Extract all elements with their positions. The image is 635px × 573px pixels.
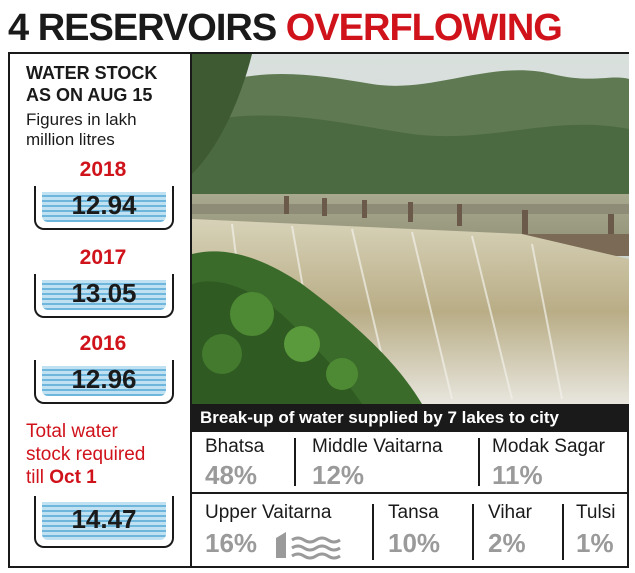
stock-value-2016: 12.96 xyxy=(71,364,137,394)
required-line-1: Total water xyxy=(26,421,118,442)
lake-share-tansa: 10% xyxy=(388,528,441,558)
dam-photo xyxy=(192,54,629,404)
lake-share-vihar: 2% xyxy=(488,528,526,558)
lake-share-modak-sagar: 11% xyxy=(492,460,543,490)
required-stock-tank: 14.47 xyxy=(34,496,174,548)
water-waves-icon xyxy=(272,528,352,562)
stock-value-2018: 12.94 xyxy=(71,190,137,220)
stock-tank-2017: 13.05 xyxy=(34,274,174,318)
lake-share-tulsi: 1% xyxy=(576,528,614,558)
lake-name-modak-sagar: Modak Sagar xyxy=(492,436,606,457)
headline: 4 RESERVOIRS OVERFLOWING xyxy=(8,6,563,50)
required-line-3: till Oct 1 xyxy=(26,466,145,489)
lake-share-middle-vaitarna: 12% xyxy=(312,460,365,490)
headline-part-2: OVERFLOWING xyxy=(285,7,563,49)
required-line-2: stock required xyxy=(26,444,146,465)
lake-name-middle-vaitarna: Middle Vaitarna xyxy=(312,436,443,457)
year-label-2018: 2018 xyxy=(79,158,127,181)
headline-part-1: 4 RESERVOIRS xyxy=(8,7,277,49)
panel-divider xyxy=(190,54,192,566)
lake-separator xyxy=(372,504,374,560)
year-label-2017: 2017 xyxy=(79,246,127,269)
lake-name-tulsi: Tulsi xyxy=(576,502,616,523)
water-fill xyxy=(42,280,166,310)
water-fill xyxy=(42,502,166,540)
lake-separator xyxy=(472,504,474,560)
water-fill xyxy=(42,366,166,396)
stock-units: Figures in lakh million litres xyxy=(26,110,137,150)
required-stock-value: 14.47 xyxy=(71,504,137,534)
lake-separator xyxy=(562,504,564,560)
lake-name-tansa: Tansa xyxy=(388,502,439,523)
lake-separator xyxy=(294,438,296,486)
lake-name-bhatsa: Bhatsa xyxy=(205,436,265,457)
year-label-2016: 2016 xyxy=(79,332,127,355)
lake-name-upper-vaitarna: Upper Vaitarna xyxy=(205,502,332,523)
stock-tank-2016: 12.96 xyxy=(34,360,174,404)
required-stock-label: Total water stock required till Oct 1 xyxy=(26,420,145,489)
water-fill xyxy=(42,192,166,222)
lake-name-vihar: Vihar xyxy=(488,502,533,523)
stock-title-line-1: WATER STOCK xyxy=(26,63,158,83)
lake-share-bhatsa: 48% xyxy=(205,460,258,490)
stock-title: WATER STOCK AS ON AUG 15 xyxy=(26,62,157,106)
row-separator xyxy=(192,492,629,494)
stock-value-2017: 13.05 xyxy=(71,278,137,308)
required-line-3a: till xyxy=(26,467,50,488)
stock-tank-2018: 12.94 xyxy=(34,186,174,230)
lake-separator xyxy=(478,438,480,486)
required-deadline: Oct 1 xyxy=(49,467,97,488)
stock-units-line-1: Figures in lakh xyxy=(26,110,137,129)
stock-units-line-2: million litres xyxy=(26,130,115,149)
stock-title-line-2: AS ON AUG 15 xyxy=(26,85,153,105)
lake-share-upper-vaitarna: 16% xyxy=(205,528,258,558)
lakes-caption: Break-up of water supplied by 7 lakes to… xyxy=(192,404,629,432)
